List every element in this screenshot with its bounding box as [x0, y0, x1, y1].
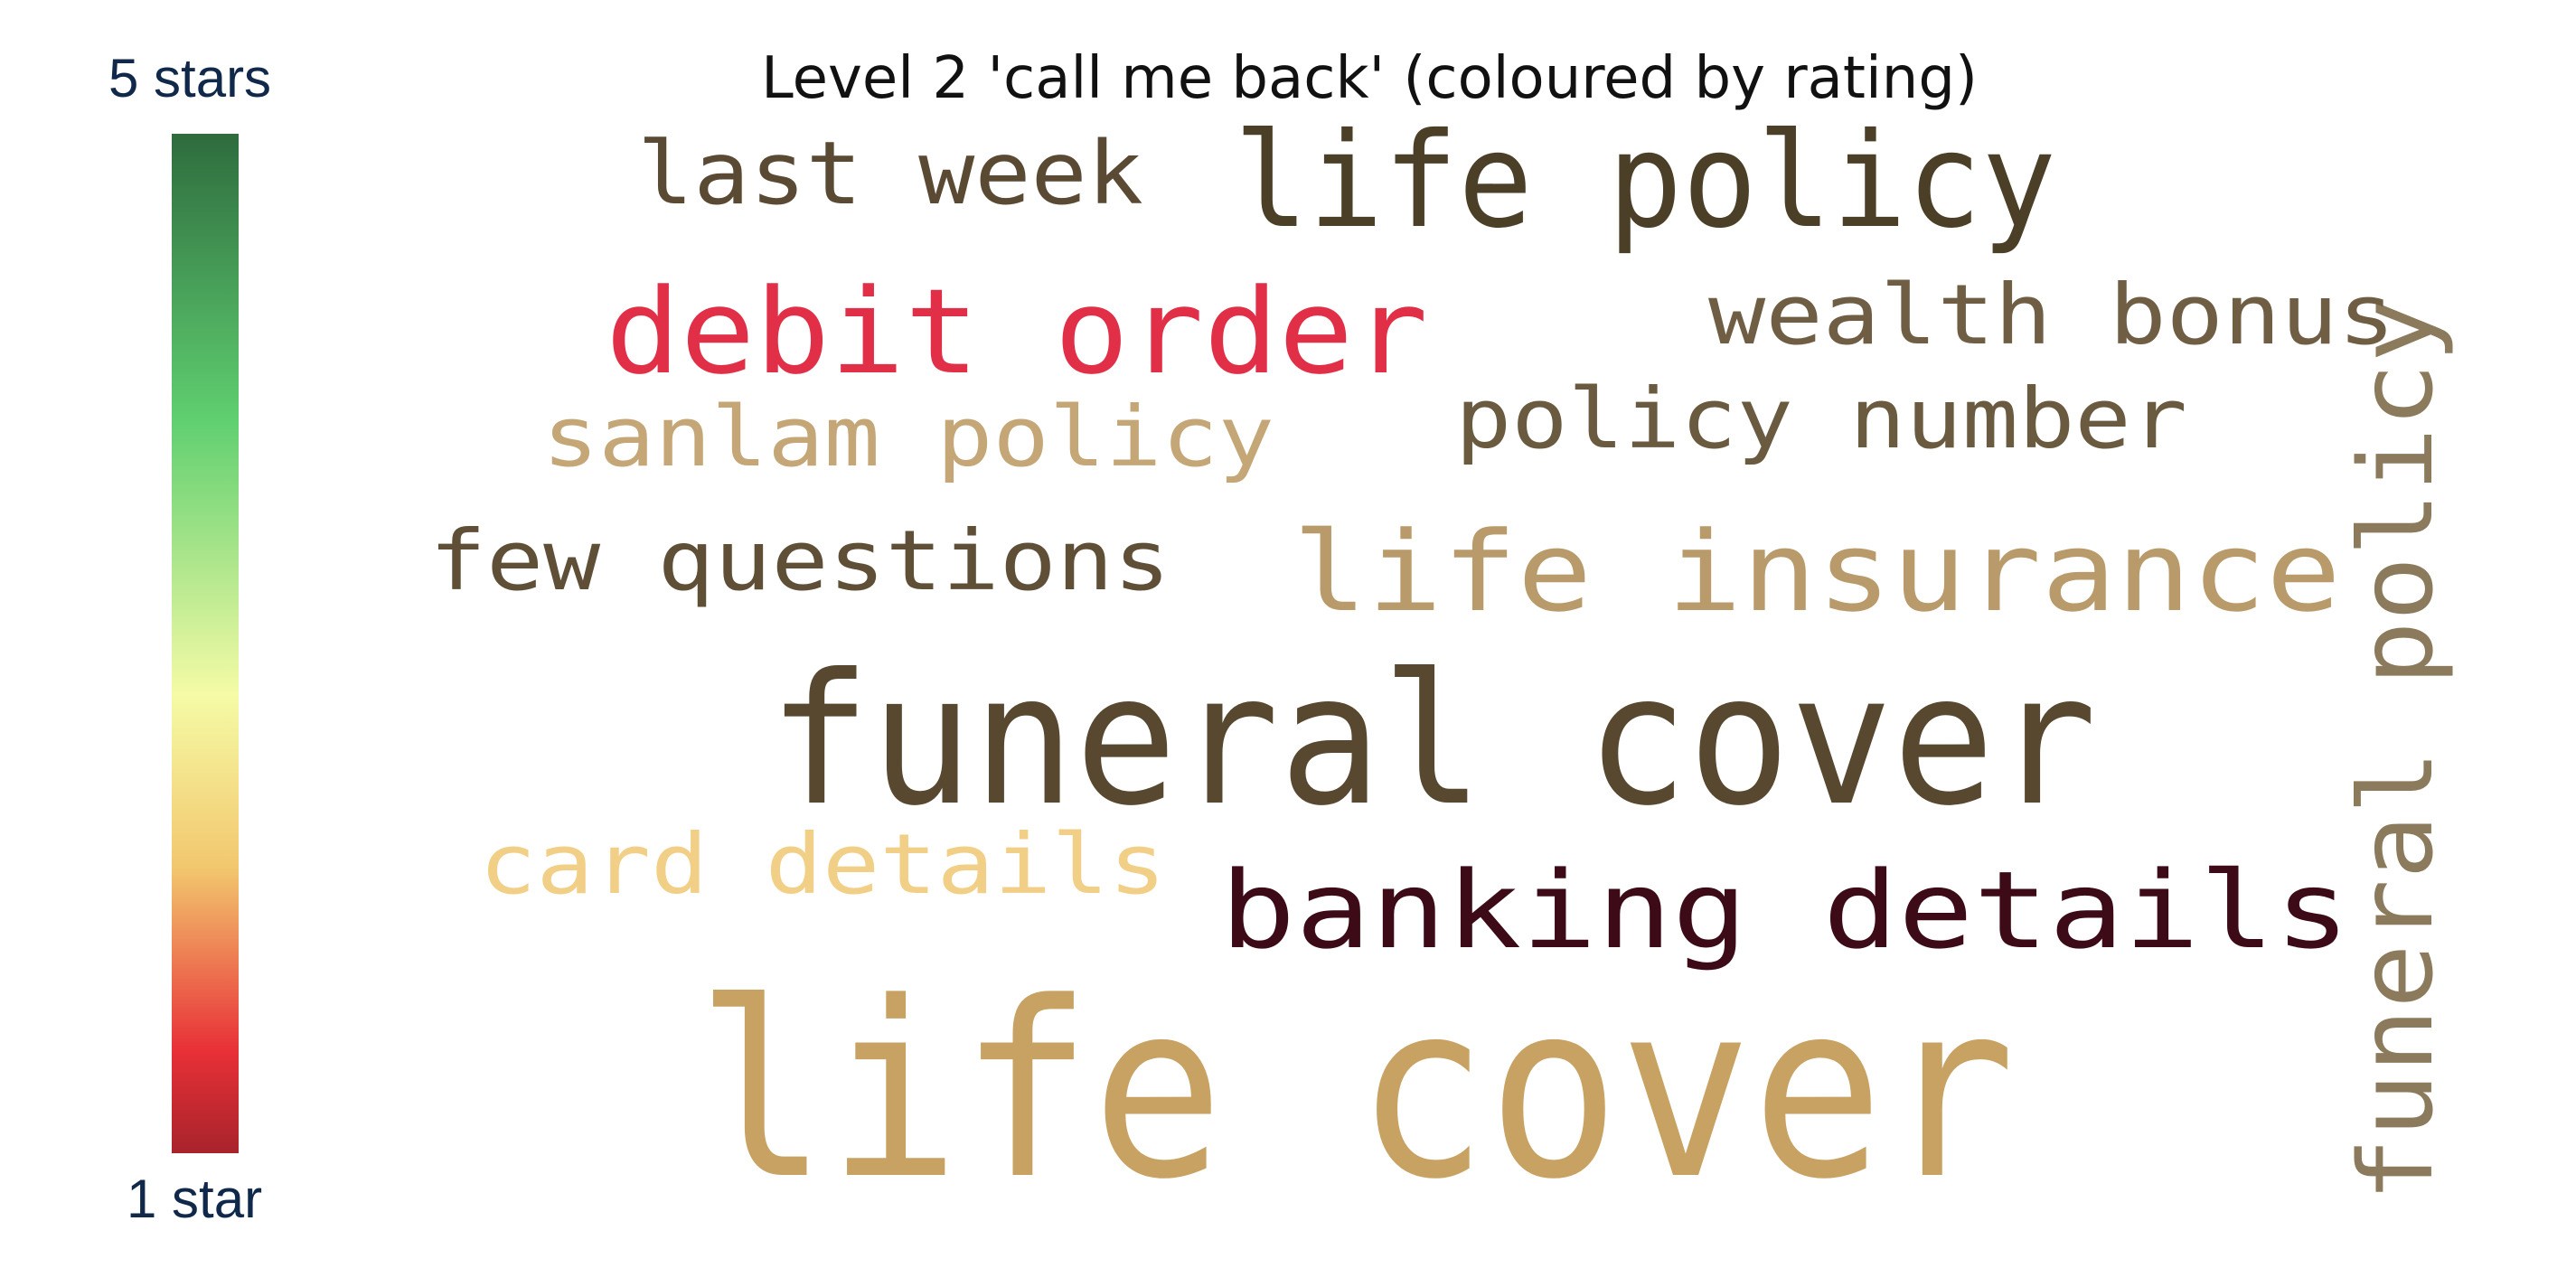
word-wealth-bonus: wealth bonus [1708, 267, 2395, 363]
colorbar-gradient [172, 134, 239, 1153]
word-funeral-cover: funeral cover [768, 635, 2097, 846]
word-last-week: last week [637, 123, 1143, 224]
colorbar-top-label: 5 stars [108, 48, 272, 108]
word-banking-details: banking details [1220, 848, 2350, 972]
word-debit-order: debit order [606, 263, 1428, 400]
word-life-insurance: life insurance [1293, 508, 2341, 636]
colorbar [172, 134, 239, 1153]
word-few-questions: few questions [429, 512, 1170, 609]
colorbar-bottom-label: 1 star [127, 1169, 263, 1229]
word-sanlam-policy: sanlam policy [542, 389, 1274, 485]
word-funeral-policy: funeral policy [2338, 298, 2456, 1202]
word-card-details: card details [479, 816, 1166, 913]
word-life-cover: life cover [696, 951, 2016, 1233]
chart-title: Level 2 'call me back' (coloured by rati… [761, 45, 1978, 112]
word-life-policy: life policy [1234, 105, 2056, 258]
word-policy-number: policy number [1455, 371, 2187, 467]
